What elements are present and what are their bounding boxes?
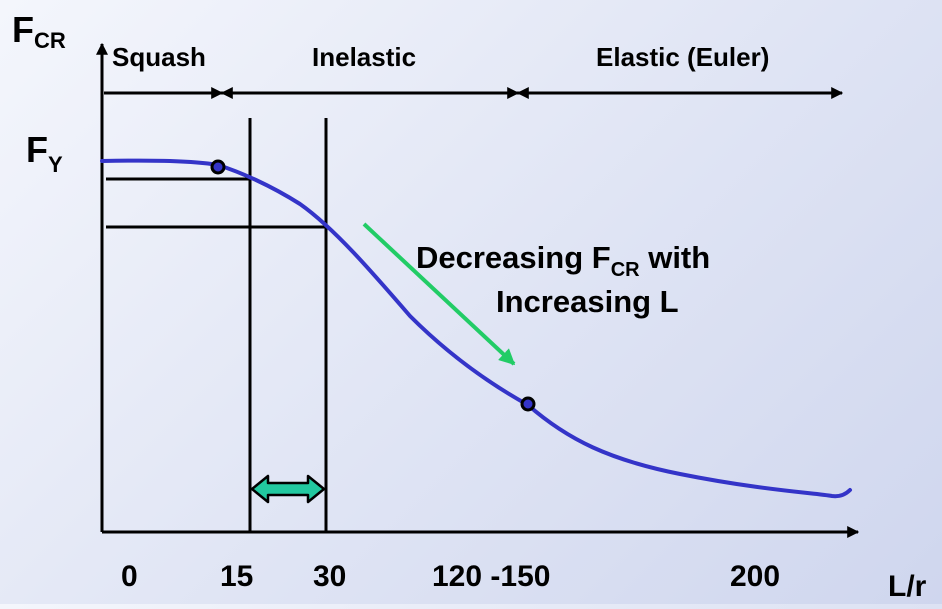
annotation-line-2: Increasing L [496,284,679,319]
x-tick-label-120-150: 120 -150 [432,560,550,593]
fy-label: FY [26,129,63,177]
x-tick-label-15: 15 [220,560,253,593]
region-label-squash: Squash [112,42,206,72]
critical-stress-curve [100,158,852,499]
x-axis-label: L/r [888,570,927,603]
decreasing-arrow [362,222,516,366]
annotation-line-1: Decreasing FCR with [416,240,710,281]
region-label-inelastic: Inelastic [312,42,416,72]
transition-range-arrow [250,474,326,504]
x-tick-label-30: 30 [313,560,346,593]
x-tick-label-0: 0 [121,560,138,593]
curve-point-inelastic-end [520,396,536,412]
region-label-elastic: Elastic (Euler) [596,42,769,72]
y-axis-label: FCR [12,9,66,53]
curve-point-squash [210,159,226,175]
x-tick-label-200: 200 [730,560,780,593]
